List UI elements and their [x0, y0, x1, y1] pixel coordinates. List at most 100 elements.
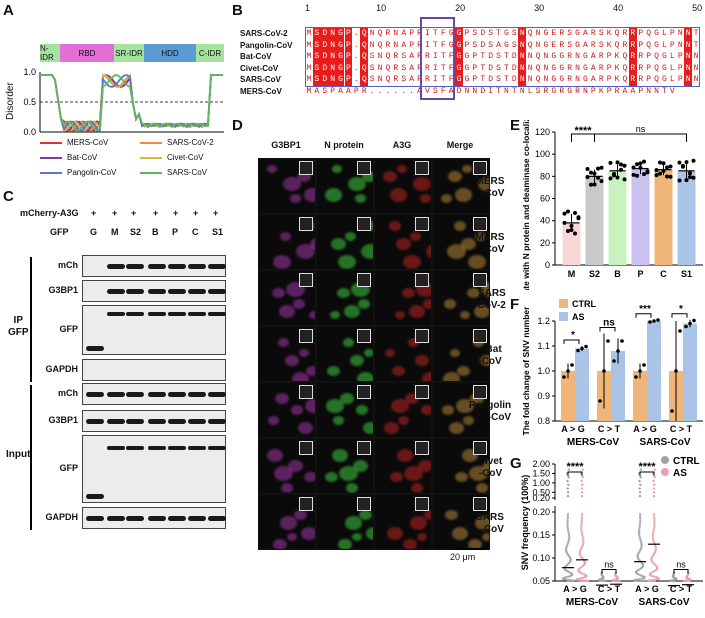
data-point: [674, 369, 678, 373]
data-point: [665, 174, 669, 179]
highlight-box: [419, 17, 456, 100]
significance-mark: ****: [566, 461, 584, 473]
data-point: [691, 175, 696, 180]
panel-label-a: A: [3, 2, 14, 19]
residue: P: [472, 75, 478, 84]
cell-signal: [359, 510, 372, 521]
data-point: [652, 527, 656, 531]
cell-signal: [443, 372, 460, 381]
domain-segment: C-IDR: [196, 44, 224, 62]
blot-row-label: mCh: [58, 260, 78, 270]
residue: Q: [360, 28, 369, 40]
bar: [561, 371, 575, 421]
residue: G: [543, 29, 549, 38]
micrograph: [258, 158, 316, 214]
cell-signal: [417, 533, 427, 541]
data-point: [653, 521, 656, 525]
data-point: [653, 523, 656, 527]
data-point: [608, 176, 613, 181]
significance-mark: ****: [574, 125, 592, 137]
cell-signal: [340, 393, 354, 405]
data-point: [584, 344, 588, 349]
domain-segment: RBD: [60, 44, 114, 62]
residue: S: [312, 74, 321, 86]
residue: R: [575, 86, 580, 96]
residue: K: [606, 29, 612, 38]
data-point: [638, 491, 642, 494]
lane-label: B: [152, 227, 159, 237]
cell-signal: [444, 299, 456, 309]
cell-signal: [288, 460, 303, 472]
bar: [575, 348, 589, 421]
micrograph: [432, 382, 490, 438]
panel-label-c: C: [3, 188, 14, 205]
residue: G: [662, 52, 667, 61]
cell-signal: [280, 232, 291, 241]
residue: T: [480, 52, 486, 61]
residue: P: [669, 29, 675, 38]
x-tick-label: B: [614, 269, 621, 279]
inset-zoom: [299, 497, 313, 511]
cell-signal: [455, 472, 468, 483]
residue: N: [693, 63, 699, 73]
residue: Q: [385, 52, 391, 61]
blot-band: [148, 264, 166, 269]
cell-signal: [462, 165, 472, 173]
cell-signal: [442, 405, 454, 415]
bar: [631, 168, 650, 265]
residue: N: [575, 52, 580, 61]
input-group-label: Input: [6, 449, 31, 460]
scale-bar: [455, 548, 485, 550]
data-point: [665, 165, 669, 170]
residue: D: [488, 52, 494, 61]
micrograph: [258, 438, 316, 494]
cell-signal: [410, 516, 427, 530]
y-tick-label: 1.0: [23, 67, 36, 77]
residue: G: [464, 75, 470, 84]
residue: Q: [527, 40, 533, 50]
cell-signal: [344, 305, 360, 318]
disorder-ylabel: Disorder: [5, 82, 16, 120]
residue: P: [606, 63, 612, 73]
cell-signal: [325, 188, 342, 202]
blot-band: [188, 516, 206, 521]
residue: S: [401, 75, 407, 84]
y-tick-label: 0.50: [532, 487, 550, 497]
data-point: [612, 359, 616, 363]
cell-signal: [273, 539, 287, 549]
group-label: SARS-CoV: [638, 597, 689, 608]
cell-signal: [348, 177, 366, 192]
residue: N: [328, 62, 337, 74]
residue: S: [369, 52, 375, 61]
x-tick-label: A > G: [563, 584, 586, 594]
data-point: [567, 578, 571, 582]
significance-mark: ns: [604, 560, 614, 570]
residue: F: [448, 75, 454, 84]
residue: G: [455, 62, 463, 74]
residue: D: [320, 28, 329, 40]
data-point: [589, 182, 593, 187]
residue: A: [409, 52, 415, 61]
data-point: [565, 578, 568, 581]
legend-label: Civet-CoV: [167, 153, 204, 162]
residue: N: [377, 52, 383, 61]
residue: S: [322, 86, 328, 96]
cell-signal: [457, 366, 470, 377]
residue: N: [543, 52, 549, 61]
legend-swatch: [661, 456, 669, 464]
inset-zoom: [299, 217, 313, 231]
blot-band: [148, 289, 166, 294]
disorder-legend: MERS-CoV SARS-CoV-2 Bat-CoV Civet-CoV Pangol…: [40, 138, 230, 188]
cell-signal: [345, 516, 362, 530]
blot-band: [107, 446, 125, 450]
residue: S: [432, 86, 438, 96]
residue: V: [669, 86, 675, 96]
residue: A: [417, 86, 422, 96]
residue: G: [448, 29, 454, 38]
data-point: [612, 171, 616, 176]
data-point: [573, 231, 577, 236]
residue: T: [496, 86, 501, 96]
data-point: [596, 166, 600, 171]
cell-signal: [449, 422, 464, 434]
x-tick-label: C > T: [670, 424, 693, 434]
